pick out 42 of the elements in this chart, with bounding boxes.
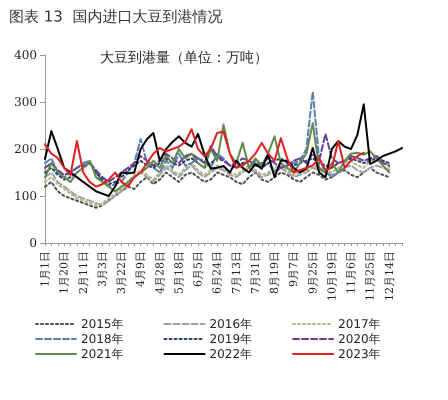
- x-tick-label: 4月9日: [134, 251, 148, 287]
- line-series: [44, 154, 390, 206]
- y-tick-label: 400: [14, 48, 37, 62]
- legend-label: 2023年: [338, 347, 381, 361]
- legend-label: 2018年: [81, 332, 124, 346]
- x-tick-label: 7月13日: [230, 251, 243, 294]
- chart-subtitle: 大豆到港量（单位：万吨）: [100, 50, 268, 66]
- x-tick-label: 3月22日: [115, 251, 128, 294]
- line-series: [44, 128, 365, 188]
- x-tick-label: 11月6日: [344, 251, 358, 294]
- x-tick-label: 11月25日: [364, 251, 377, 301]
- x-tick-label: 10月19日: [325, 251, 338, 301]
- line-series: [44, 122, 390, 192]
- x-tick-label: 8月19日: [268, 251, 281, 294]
- x-tick-label: 5月18日: [172, 251, 186, 294]
- y-tick-label: 200: [14, 142, 37, 156]
- x-tick-label: 7月31日: [248, 251, 262, 294]
- x-tick-label: 4月28日: [153, 251, 166, 294]
- x-tick-label: 9月25日: [306, 251, 320, 294]
- legend-label: 2020年: [338, 332, 381, 346]
- y-tick-label: 100: [14, 189, 37, 203]
- line-series: [44, 90, 346, 188]
- legend-label: 2021年: [81, 347, 124, 361]
- x-tick-label: 1月20日: [58, 251, 71, 294]
- x-tick-label: 3月3日: [96, 251, 109, 287]
- x-tick-label: 6月24日: [210, 251, 224, 294]
- x-tick-label: 9月7日: [287, 251, 300, 287]
- x-tick-label: 6月5日: [192, 251, 204, 287]
- legend-label: 2016年: [210, 317, 252, 331]
- legend-label: 2015年: [81, 317, 124, 331]
- x-tick-label: 2月11日: [76, 251, 90, 294]
- legend-label: 2017年: [338, 317, 381, 331]
- line-series: [44, 132, 390, 183]
- legend-label: 2022年: [210, 347, 252, 361]
- x-tick-label: 12月14日: [382, 251, 396, 301]
- line-series: [44, 157, 390, 186]
- line-series: [44, 103, 403, 197]
- chart-title: 图表 13 国内进口大豆到港情况: [9, 8, 222, 26]
- x-tick-label: 1月1日: [38, 251, 52, 287]
- y-tick-label: 0: [29, 236, 37, 250]
- y-tick-label: 300: [14, 95, 37, 109]
- legend-label: 2019年: [210, 332, 252, 346]
